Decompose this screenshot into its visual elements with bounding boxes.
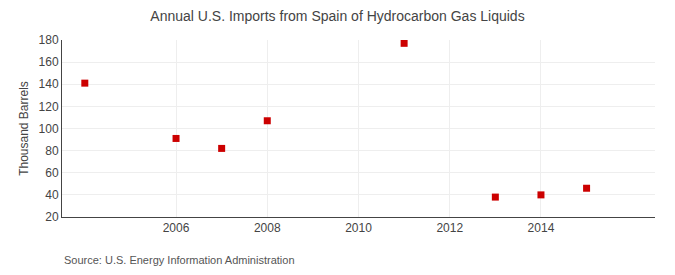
svg-text:2006: 2006 xyxy=(163,221,190,235)
svg-text:40: 40 xyxy=(45,188,59,202)
svg-text:140: 140 xyxy=(39,77,59,91)
svg-text:80: 80 xyxy=(45,144,59,158)
svg-text:Annual U.S. Imports from Spain: Annual U.S. Imports from Spain of Hydroc… xyxy=(150,8,524,24)
svg-text:2008: 2008 xyxy=(254,221,281,235)
svg-text:20: 20 xyxy=(45,210,59,224)
svg-text:Thousand Barrels: Thousand Barrels xyxy=(17,81,31,176)
svg-text:Source: U.S. Energy Informatio: Source: U.S. Energy Information Administ… xyxy=(64,254,295,266)
svg-text:2012: 2012 xyxy=(436,221,463,235)
svg-text:120: 120 xyxy=(39,100,59,114)
svg-text:180: 180 xyxy=(39,33,59,47)
svg-text:160: 160 xyxy=(39,55,59,69)
svg-text:60: 60 xyxy=(45,166,59,180)
svg-text:100: 100 xyxy=(39,122,59,136)
svg-text:2010: 2010 xyxy=(345,221,372,235)
svg-text:2014: 2014 xyxy=(528,221,555,235)
